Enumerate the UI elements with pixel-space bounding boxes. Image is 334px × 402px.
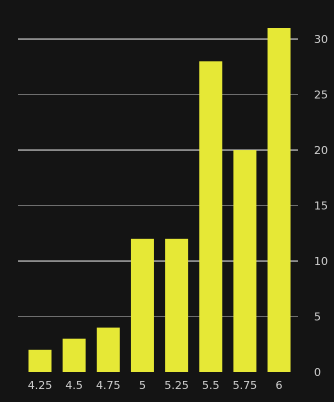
y-tick-label-30: 30 bbox=[314, 33, 328, 46]
bar-4.25 bbox=[28, 349, 52, 372]
y-tick-label-25: 25 bbox=[314, 89, 328, 102]
x-axis-ticks: 4.25 4.5 4.75 5 5.25 5.5 5.75 6 bbox=[28, 379, 283, 392]
x-tick-label-4.75: 4.75 bbox=[96, 379, 121, 392]
bar-5.5 bbox=[199, 61, 223, 373]
y-tick-label-20: 20 bbox=[314, 144, 328, 157]
bar-5 bbox=[130, 238, 154, 372]
y-tick-label-15: 15 bbox=[314, 200, 328, 213]
x-tick-label-5.25: 5.25 bbox=[164, 379, 189, 392]
x-tick-label-5: 5 bbox=[139, 379, 146, 392]
x-tick-label-4.5: 4.5 bbox=[65, 379, 83, 392]
bars bbox=[28, 28, 291, 373]
x-tick-label-5.5: 5.5 bbox=[202, 379, 220, 392]
y-tick-label-5: 5 bbox=[314, 311, 321, 324]
bar-4.5 bbox=[62, 338, 86, 372]
x-tick-label-6: 6 bbox=[276, 379, 283, 392]
x-tick-label-5.75: 5.75 bbox=[233, 379, 258, 392]
bar-5.25 bbox=[165, 238, 189, 372]
bar-4.75 bbox=[96, 327, 120, 372]
x-tick-label-4.25: 4.25 bbox=[28, 379, 53, 392]
y-tick-label-0: 0 bbox=[314, 366, 321, 379]
gridlines bbox=[18, 38, 298, 317]
bar-5.75 bbox=[233, 150, 257, 372]
y-axis-ticks: 0 5 10 15 20 25 30 bbox=[314, 33, 328, 379]
bar-6 bbox=[267, 28, 291, 372]
y-tick-label-10: 10 bbox=[314, 255, 328, 268]
